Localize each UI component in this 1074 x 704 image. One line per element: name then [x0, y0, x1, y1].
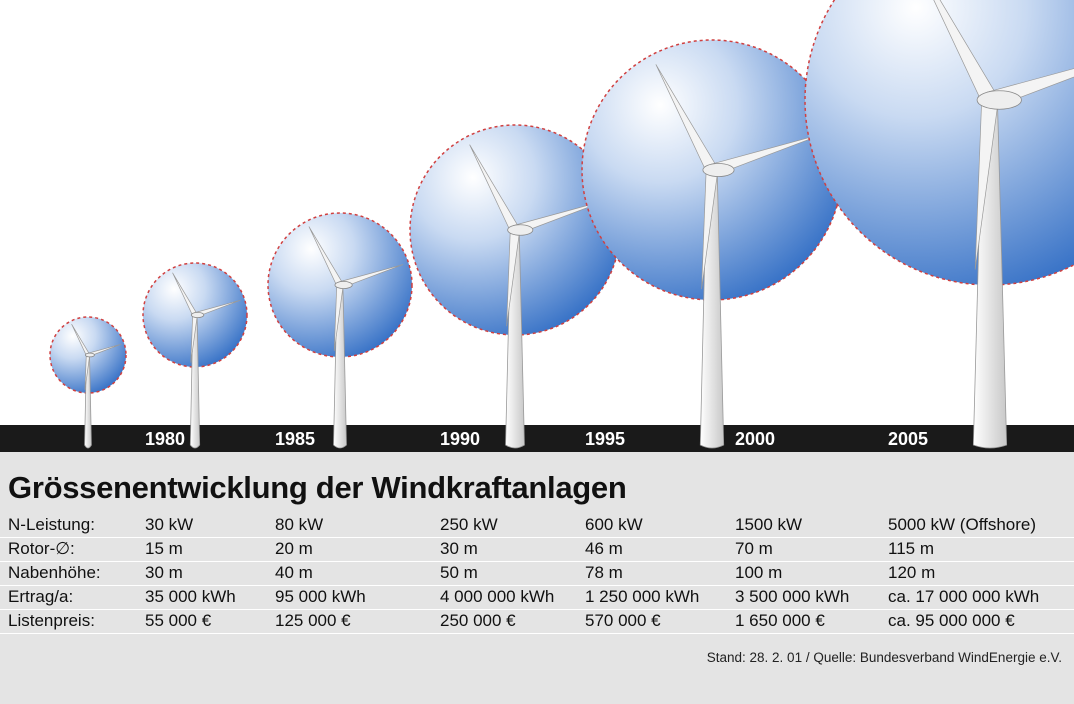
cell: 120 m	[888, 561, 935, 585]
cell: 35 000 kWh	[145, 585, 236, 609]
nacelle	[191, 312, 203, 317]
year-label: 2000	[735, 429, 775, 449]
cell: 15 m	[145, 537, 183, 561]
row-label: N-Leistung:	[8, 513, 95, 537]
cell: 20 m	[275, 537, 313, 561]
cell: 30 m	[440, 537, 478, 561]
year-label: 2005	[888, 429, 928, 449]
cell: 250 000 €	[440, 609, 516, 633]
cell: 78 m	[585, 561, 623, 585]
nacelle	[977, 91, 1021, 110]
nacelle	[703, 164, 734, 177]
year-label: 1995	[585, 429, 625, 449]
nacelle	[85, 353, 94, 357]
year-label: 1980	[145, 429, 185, 449]
cell: 3 500 000 kWh	[735, 585, 849, 609]
nacelle	[335, 281, 352, 288]
cell: 30 m	[145, 561, 183, 585]
cell: 570 000 €	[585, 609, 661, 633]
title: Grössenentwicklung der Windkraftanlagen	[8, 470, 626, 506]
cell: 125 000 €	[275, 609, 351, 633]
cell: 250 kW	[440, 513, 498, 537]
cell: ca. 95 000 000 €	[888, 609, 1015, 633]
source: Stand: 28. 2. 01 / Quelle: Bundesverband…	[707, 650, 1062, 665]
cell: 115 m	[888, 537, 934, 561]
cell: 1 650 000 €	[735, 609, 825, 633]
cell: 100 m	[735, 561, 782, 585]
year-label: 1985	[275, 429, 315, 449]
cell: 5000 kW (Offshore)	[888, 513, 1036, 537]
row-label: Rotor-∅:	[8, 537, 75, 561]
cell: 1500 kW	[735, 513, 802, 537]
year-label: 1990	[440, 429, 480, 449]
cell: 40 m	[275, 561, 313, 585]
cell: 70 m	[735, 537, 773, 561]
rotor-disc	[805, 0, 1074, 285]
row-label: Nabenhöhe:	[8, 561, 101, 585]
cell: 50 m	[440, 561, 478, 585]
nacelle	[508, 225, 533, 236]
cell: 4 000 000 kWh	[440, 585, 554, 609]
row-label: Ertrag/a:	[8, 585, 73, 609]
cell: 95 000 kWh	[275, 585, 366, 609]
cell: ca. 17 000 000 kWh	[888, 585, 1039, 609]
row-label: Listenpreis:	[8, 609, 95, 633]
cell: 80 kW	[275, 513, 323, 537]
cell: 1 250 000 kWh	[585, 585, 699, 609]
cell: 55 000 €	[145, 609, 211, 633]
cell: 30 kW	[145, 513, 193, 537]
row-separator	[0, 633, 1074, 634]
cell: 600 kW	[585, 513, 643, 537]
page: 1980 1985 1990 1995 2000 2005 Grössenentwickl…	[0, 0, 1074, 704]
illustration: 1980 1985 1990 1995 2000 2005	[0, 0, 1074, 452]
cell: 46 m	[585, 537, 623, 561]
